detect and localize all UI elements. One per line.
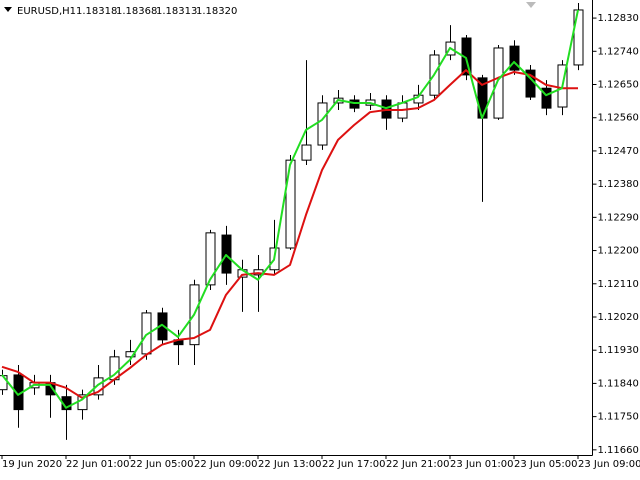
candle-body <box>509 45 520 71</box>
candle-body <box>317 102 328 146</box>
candle-body <box>301 144 312 161</box>
y-tick-label: 1.12470 <box>598 146 639 157</box>
x-tick-label: 22 Jun 09:00 <box>194 459 258 470</box>
candle-body <box>493 47 504 119</box>
y-tick-label: 1.12380 <box>598 179 639 190</box>
x-tick-label: 23 Jun 05:00 <box>514 459 578 470</box>
candle-body <box>349 99 360 109</box>
candle-body <box>573 9 584 66</box>
y-tick-label: 1.12020 <box>598 312 639 323</box>
candle-body <box>205 232 216 286</box>
candle-body <box>125 351 136 358</box>
y-tick-label: 1.12110 <box>598 279 639 290</box>
quote-close: 1.18320 <box>196 6 237 17</box>
y-tick-label: 1.12200 <box>598 246 639 257</box>
x-tick-label: 22 Jun 13:00 <box>258 459 322 470</box>
y-tick-label: 1.12290 <box>598 212 639 223</box>
moving-average <box>1 9 579 409</box>
shift-marker[interactable] <box>526 2 536 8</box>
x-tick-label: 22 Jun 21:00 <box>386 459 450 470</box>
x-tick-label: 23 Jun 01:00 <box>450 459 514 470</box>
x-tick-label: 19 Jun 2020 <box>2 459 62 470</box>
moving-average <box>1 69 578 399</box>
quote-high: 1.18368 <box>116 6 157 17</box>
y-tick-label: 1.11750 <box>598 412 639 423</box>
y-tick-label: 1.12830 <box>598 13 639 24</box>
y-tick-label: 1.12560 <box>598 113 639 124</box>
y-tick-label: 1.11840 <box>598 378 639 389</box>
menu-triangle[interactable] <box>4 7 12 12</box>
candle-body <box>285 159 296 249</box>
x-tick-label: 22 Jun 17:00 <box>322 459 386 470</box>
y-tick-label: 1.11660 <box>598 445 639 456</box>
x-tick-label: 22 Jun 05:00 <box>130 459 194 470</box>
candle-body <box>93 377 104 396</box>
candle-body <box>221 234 232 274</box>
y-tick-label: 1.12650 <box>598 80 639 91</box>
y-tick-label: 1.12740 <box>598 46 639 57</box>
y-tick-label: 1.11930 <box>598 345 639 356</box>
quote-open: 1.18318 <box>76 6 117 17</box>
x-tick-label: 23 Jun 09:00 <box>578 459 640 470</box>
quote-low: 1.18313 <box>156 6 197 17</box>
candle-body <box>541 87 552 109</box>
symbol: EURUSD,H1 <box>17 6 76 17</box>
x-tick-label: 22 Jun 01:00 <box>66 459 130 470</box>
